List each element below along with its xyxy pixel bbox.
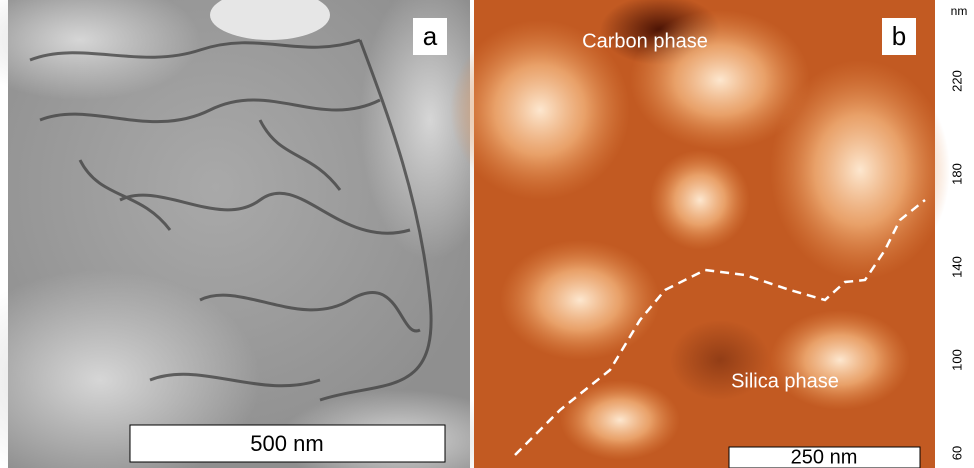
colorbar-tick-label: 100 xyxy=(949,349,964,371)
panel-label: b xyxy=(892,21,906,51)
annotation: Silica phase xyxy=(731,370,839,392)
scale-bar-label: 500 nm xyxy=(250,431,323,456)
figure: a 500 nm b Carbon phase Silica phase 250… xyxy=(0,0,974,468)
colorbar-tick-label: 220 xyxy=(949,70,964,92)
colorbar-ticks: 60 100 140 180 220 xyxy=(949,70,964,460)
colorbar-tick-label: 60 xyxy=(949,446,964,460)
colorbar-unit: nm xyxy=(951,4,968,18)
colorbar-tick-label: 140 xyxy=(949,256,964,278)
panel-b-image xyxy=(450,0,950,468)
panel-a-image xyxy=(0,0,520,468)
colorbar-tick-label: 180 xyxy=(949,163,964,185)
panel-label: a xyxy=(423,21,438,51)
scale-bar-label: 250 nm xyxy=(791,446,858,468)
annotation: Carbon phase xyxy=(582,30,708,52)
